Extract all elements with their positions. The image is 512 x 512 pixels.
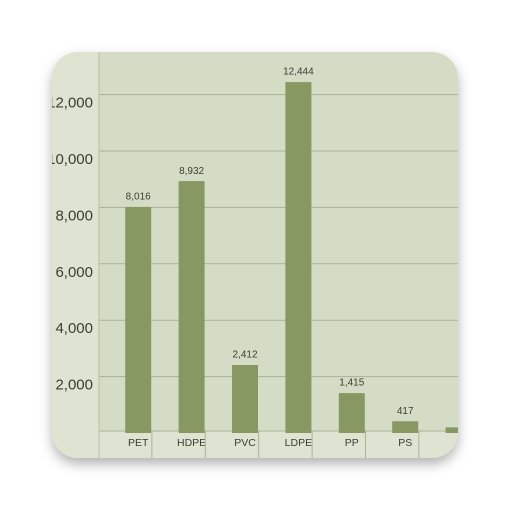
bar	[125, 206, 152, 433]
value-label: 8,016	[126, 192, 151, 203]
value-label: 2,412	[232, 350, 257, 361]
chart: 2,000 4,000 6,000 8,000 10,000 12,000 8,016 PET…	[47, 52, 458, 458]
value-label: 1,415	[339, 378, 364, 389]
y-tick-label: 8,000	[55, 207, 93, 224]
y-tick-label: 6,000	[55, 264, 93, 281]
x-tick-label: PVC	[234, 437, 256, 449]
y-tick-label: 2,000	[55, 377, 93, 394]
y-tick-label: 10,000	[47, 151, 93, 168]
axis-panel	[52, 52, 99, 458]
y-tick-label: 4,000	[55, 320, 93, 337]
category-panel	[99, 431, 458, 458]
bar	[178, 181, 205, 433]
bar	[392, 421, 419, 433]
bar	[285, 82, 312, 434]
x-tick-label: HDPE	[177, 437, 206, 449]
card	[52, 52, 458, 458]
y-tick-label: 12,000	[47, 95, 93, 112]
bar	[338, 393, 365, 433]
x-tick-label: PET	[128, 437, 149, 449]
value-label: 12,444	[283, 67, 314, 78]
bar	[445, 427, 458, 433]
bar	[232, 364, 258, 433]
value-label: 8,932	[179, 166, 204, 177]
x-tick-label: PS	[398, 437, 412, 449]
x-tick-label: LDPE	[285, 437, 312, 449]
value-label: 417	[397, 406, 414, 417]
x-tick-label: PP	[345, 437, 359, 449]
